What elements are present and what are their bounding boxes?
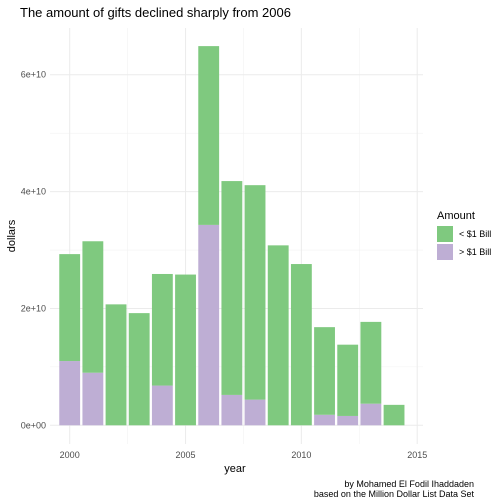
y-tick-label: 4e+10 xyxy=(21,187,46,197)
bar-segment xyxy=(82,241,104,373)
bar-segment xyxy=(244,399,266,426)
bar-segment xyxy=(175,274,196,426)
x-tick-label: 2005 xyxy=(176,450,196,460)
bar-segment xyxy=(105,304,127,426)
caption-author: by Mohamed El Fodil Ihaddaden xyxy=(344,479,474,489)
y-tick-label: 2e+10 xyxy=(21,303,46,313)
x-tick-label: 2000 xyxy=(60,450,80,460)
legend-swatch xyxy=(437,226,453,242)
x-tick-label: 2010 xyxy=(291,450,311,460)
bar-segment xyxy=(198,46,220,225)
bar-segment xyxy=(59,254,81,362)
bar-segment xyxy=(267,245,289,426)
legend: Amount < $1 Bill > $1 Bill xyxy=(437,210,491,260)
axis-layer: 0e+00 2e+10 4e+10 6e+10 2000 2005 2010 2015 xyxy=(21,70,428,460)
bar-segment xyxy=(337,344,359,416)
bar-segment xyxy=(337,415,359,426)
bar-segment xyxy=(314,414,335,426)
bar-layer xyxy=(59,46,405,426)
bar-segment xyxy=(198,224,220,426)
bar-segment xyxy=(290,264,312,426)
legend-label: < $1 Bill xyxy=(459,229,491,239)
y-tick-label: 6e+10 xyxy=(21,70,46,80)
legend-swatch xyxy=(437,244,453,260)
chart-title: The amount of gifts declined sharply fro… xyxy=(20,5,291,20)
bar-segment xyxy=(221,394,243,426)
bar-segment xyxy=(244,185,266,400)
y-axis-title: dollars xyxy=(6,219,18,252)
legend-title: Amount xyxy=(437,210,475,222)
bar-segment xyxy=(151,273,173,386)
bar-segment xyxy=(360,321,382,404)
bar-segment xyxy=(221,181,243,395)
bar-segment xyxy=(360,403,382,426)
bar-segment xyxy=(128,313,150,426)
bar-segment xyxy=(82,372,104,426)
caption-source: based on the Million Dollar List Data Se… xyxy=(314,489,475,499)
bar-segment xyxy=(59,361,81,426)
x-axis-title: year xyxy=(224,463,246,475)
bar-segment xyxy=(151,385,173,426)
bar-segment xyxy=(314,327,335,415)
bar-segment xyxy=(383,404,405,426)
legend-label: > $1 Bill xyxy=(459,247,491,257)
x-tick-label: 2015 xyxy=(407,450,427,460)
y-tick-label: 0e+00 xyxy=(21,420,46,430)
